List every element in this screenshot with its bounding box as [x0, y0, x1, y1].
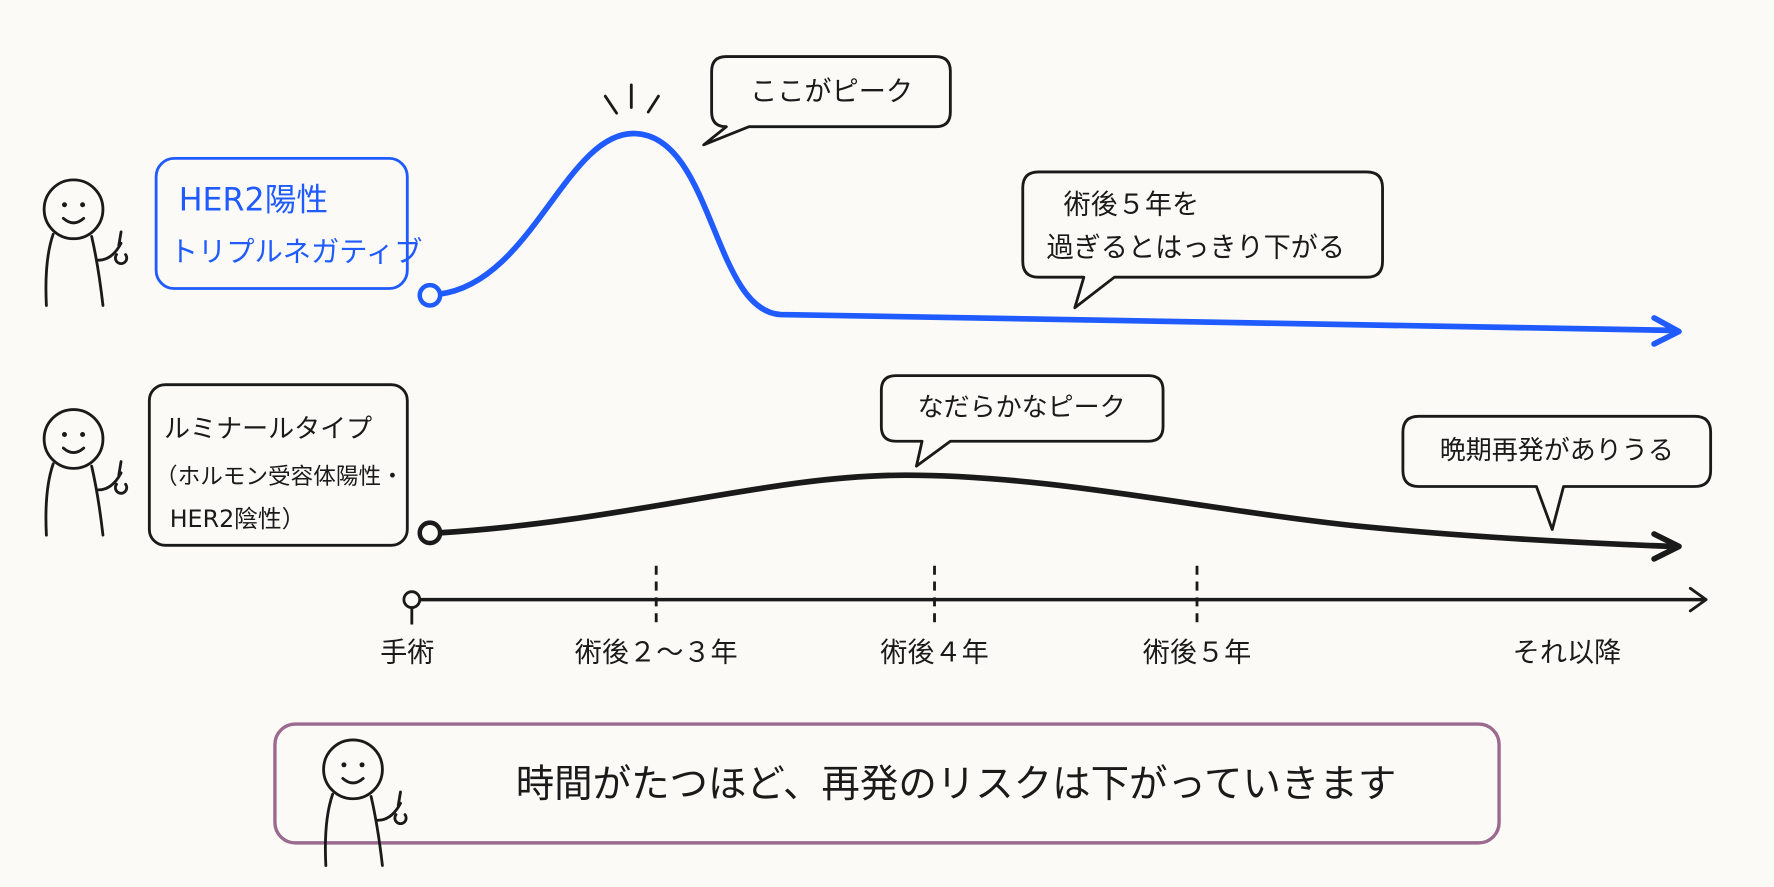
- row-label: （ホルモン受容体陽性・: [155, 464, 404, 490]
- callout-text: なだらかなピーク: [918, 393, 1126, 423]
- callout: [1021, 170, 1384, 310]
- figure: [42, 178, 129, 307]
- callout-text: ここがピーク: [750, 76, 913, 107]
- callout-text: 術後５年を: [1063, 189, 1199, 220]
- risk-curve: [436, 472, 1676, 550]
- timeline-label: 手術: [380, 637, 434, 668]
- emphasis: [603, 83, 660, 115]
- footer-text: 時間がたつほど、再発のリスクは下がっていきます: [516, 762, 1397, 807]
- label-box: [147, 383, 409, 547]
- arrow-head: [1688, 586, 1708, 613]
- callout-text: 晩期再発がありうる: [1440, 436, 1674, 466]
- figure: [42, 408, 129, 537]
- risk-curve: [436, 130, 1676, 334]
- row-label: HER2陰性）: [170, 505, 306, 533]
- timeline-label: 術後２〜３年: [575, 637, 738, 668]
- callout: [702, 55, 952, 147]
- start-point: [402, 590, 422, 609]
- arrow-head: [1651, 531, 1682, 562]
- callout: [1401, 414, 1713, 531]
- footer-box: [273, 722, 1501, 845]
- callout: [879, 374, 1165, 468]
- start-point: [417, 520, 443, 546]
- label-box: [154, 156, 409, 290]
- callout-text: 過ぎるとはっきり下がる: [1047, 232, 1346, 263]
- row-label: HER2陽性: [179, 182, 328, 218]
- timeline-label: それ以降: [1513, 637, 1622, 668]
- timeline-label: 術後５年: [1143, 637, 1252, 668]
- row-label: トリプルネガティブ: [170, 235, 423, 268]
- row-label: ルミナールタイプ: [164, 414, 372, 444]
- timeline-label: 術後４年: [880, 637, 989, 668]
- start-point: [417, 282, 443, 308]
- arrow-head: [1651, 315, 1682, 347]
- figure: [322, 738, 408, 867]
